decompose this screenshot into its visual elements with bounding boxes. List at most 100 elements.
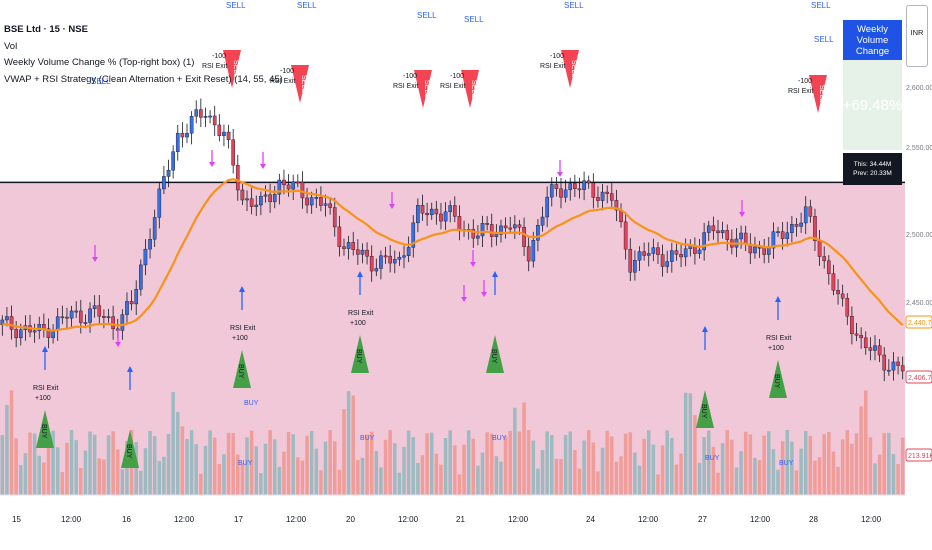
volume-bar — [383, 439, 388, 495]
sell-triangle-label: SELL — [470, 80, 477, 97]
volume-bar — [628, 432, 633, 495]
candle-body — [162, 176, 166, 190]
candle-body — [476, 235, 480, 239]
candle-body — [614, 200, 619, 211]
candle-body — [199, 109, 203, 118]
candle-body — [559, 188, 563, 198]
volume-bar — [240, 463, 245, 495]
candle-body — [305, 197, 309, 206]
buy-arrow-head — [357, 271, 363, 277]
candle-body — [679, 254, 683, 258]
rsi-exit-label: RSI Exit — [33, 385, 58, 392]
candle-body — [139, 264, 143, 290]
price-axis-bg — [905, 0, 932, 495]
time-tick: 24 — [586, 515, 595, 524]
rsi-exit-label: RSI Exit — [270, 78, 295, 85]
volume-bar — [120, 469, 125, 495]
volume-bar — [466, 430, 471, 495]
volume-bar — [314, 448, 319, 495]
candle-body — [129, 301, 134, 305]
volume-bar — [817, 457, 822, 495]
volume-bar — [277, 466, 282, 495]
volume-bar — [882, 433, 886, 495]
weekly-volume-box: Weekly Volume Change +69.48% This: 34.44… — [843, 20, 902, 185]
candle-body — [120, 314, 125, 331]
time-tick: 12:00 — [508, 515, 529, 524]
volume-bar — [526, 430, 531, 495]
volume-bar — [743, 431, 748, 495]
rsi-exit-label: RSI Exit — [440, 83, 465, 90]
candle-body — [37, 324, 42, 332]
candle-body — [106, 316, 111, 319]
candle-body — [125, 301, 129, 315]
volume-bar — [485, 432, 489, 495]
sell-triangle — [223, 50, 241, 88]
volume-bar — [771, 449, 776, 495]
volume-bar — [203, 445, 208, 495]
candle-body — [660, 254, 665, 267]
volume-bar — [730, 439, 734, 495]
volume-bar — [217, 463, 222, 495]
candle-body — [526, 246, 531, 262]
candle-body — [836, 290, 840, 295]
volume-bar — [55, 447, 60, 495]
volume-bar — [406, 430, 411, 495]
volume-bar — [476, 465, 480, 495]
candle-body — [319, 197, 323, 206]
volume-bar — [152, 436, 157, 495]
candle-body — [887, 369, 891, 372]
volume-bar — [513, 407, 517, 495]
volume-bar — [443, 438, 448, 495]
candle-body — [891, 361, 896, 371]
candle-body — [882, 354, 887, 371]
time-tick: 12:00 — [174, 515, 195, 524]
sell-triangle-label: SELL — [818, 85, 825, 102]
volume-bar — [850, 443, 854, 495]
volume-bar — [711, 446, 716, 495]
time-tick: 12:00 — [861, 515, 882, 524]
volume-bar — [794, 470, 799, 495]
volume-bar — [42, 462, 46, 495]
volume-bar — [568, 431, 572, 495]
candle-body — [9, 316, 14, 330]
legend-indicator-weekly-volume[interactable]: Weekly Volume Change % (Top-right box) (… — [4, 57, 195, 68]
exit-arrow-head — [115, 342, 121, 347]
candle-body — [868, 347, 873, 351]
legend-symbol[interactable]: BSE Ltd · 15 · NSE — [4, 24, 88, 35]
rsi-exit-value: +100 — [350, 320, 366, 327]
time-tick: 27 — [698, 515, 707, 524]
candle-body — [457, 216, 462, 230]
price-tick: 2,500.00 — [906, 232, 932, 239]
legend-indicator-vwap-rsi[interactable]: VWAP + RSI Strategy (Clean Alternation +… — [4, 73, 283, 85]
volume-bar — [646, 430, 651, 495]
candle-body — [356, 249, 360, 255]
time-tick: 15 — [12, 515, 21, 524]
candle-body — [776, 231, 780, 233]
sell-label: SELL — [91, 77, 111, 86]
candle-body — [231, 139, 235, 166]
candle-body — [697, 249, 702, 254]
price-tick: 2,550.00 — [906, 145, 932, 152]
volume-bar — [550, 435, 554, 495]
volume-bar — [582, 440, 586, 495]
exit-arrow-head — [481, 292, 487, 297]
candle-body — [411, 222, 416, 248]
volume-bar — [282, 451, 286, 495]
volume-bar — [0, 435, 5, 495]
buy-triangle — [121, 430, 139, 468]
candle-body — [826, 260, 831, 274]
volume-bar — [397, 472, 402, 495]
time-tick: 12:00 — [286, 515, 307, 524]
buy-triangle — [696, 390, 714, 428]
exit-arrow-head — [739, 212, 745, 217]
currency-button[interactable]: INR — [906, 5, 928, 67]
candle-body — [591, 182, 596, 198]
legend-volume[interactable]: Vol — [4, 40, 18, 52]
volume-bar — [859, 406, 863, 495]
volume-bar — [873, 463, 877, 495]
candle-body — [175, 132, 180, 152]
volume-bar — [185, 439, 189, 495]
volume-bar — [74, 440, 78, 495]
volume-bar — [453, 445, 457, 495]
